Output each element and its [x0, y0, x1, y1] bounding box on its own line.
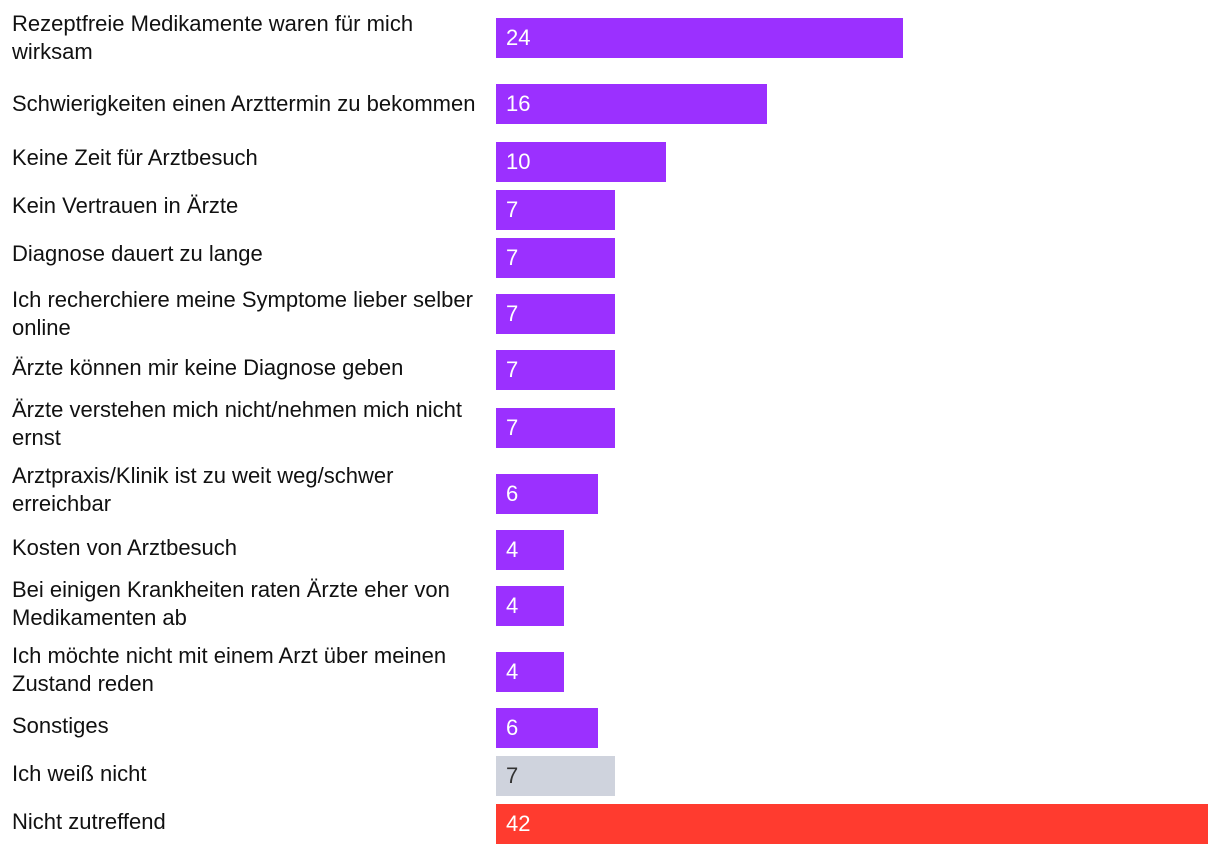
bar: 24 — [496, 18, 903, 58]
category-label: Ich recherchiere meine Symptome lieber s… — [12, 287, 473, 340]
category-label: Ärzte verstehen mich nicht/nehmen mich n… — [12, 397, 462, 450]
bar: 6 — [496, 474, 598, 514]
category-label: Kein Vertrauen in Ärzte — [12, 193, 239, 218]
category-label: Bei einigen Krankheiten raten Ärzte eher… — [12, 577, 450, 630]
category-label: Schwierigkeiten einen Arzttermin zu beko… — [12, 91, 476, 116]
category-label: Ich möchte nicht mit einem Arzt über mei… — [12, 643, 447, 696]
data-label: 4 — [506, 537, 519, 562]
data-label: 6 — [506, 481, 519, 506]
data-label: 4 — [506, 659, 519, 684]
category-label: Diagnose dauert zu lange — [12, 241, 263, 266]
data-label: 6 — [506, 715, 519, 740]
bar: 4 — [496, 652, 564, 692]
bar: 16 — [496, 84, 767, 124]
data-label: 10 — [506, 149, 531, 174]
bar: 7 — [496, 238, 615, 278]
bar: 7 — [496, 756, 615, 796]
data-label: 42 — [506, 811, 531, 836]
bar: 10 — [496, 142, 666, 182]
bar: 4 — [496, 530, 564, 570]
bar: 7 — [496, 408, 615, 448]
bar: 6 — [496, 708, 598, 748]
bar: 7 — [496, 294, 615, 334]
data-label: 7 — [506, 357, 519, 382]
data-label: 16 — [506, 91, 531, 116]
bar: 4 — [496, 586, 564, 626]
category-label: Rezeptfreie Medikamente waren für mich w… — [12, 11, 414, 64]
data-label: 7 — [506, 245, 519, 270]
data-label: 7 — [506, 301, 519, 326]
data-label: 4 — [506, 593, 519, 618]
category-label: Nicht zutreffend — [12, 809, 166, 834]
category-label: Sonstiges — [12, 713, 109, 738]
bar: 7 — [496, 350, 615, 390]
category-label: Keine Zeit für Arztbesuch — [12, 145, 258, 170]
category-label: Ärzte können mir keine Diagnose geben — [12, 355, 404, 380]
bar: 7 — [496, 190, 615, 230]
data-label: 7 — [506, 197, 519, 222]
data-label: 7 — [506, 415, 519, 440]
data-label: 7 — [506, 763, 519, 788]
data-label: 24 — [506, 25, 531, 50]
category-label: Kosten von Arztbesuch — [12, 535, 238, 560]
category-label: Ich weiß nicht — [12, 761, 147, 786]
bar: 42 — [496, 804, 1208, 844]
category-label: Arztpraxis/Klinik ist zu weit weg/schwer… — [12, 463, 394, 516]
